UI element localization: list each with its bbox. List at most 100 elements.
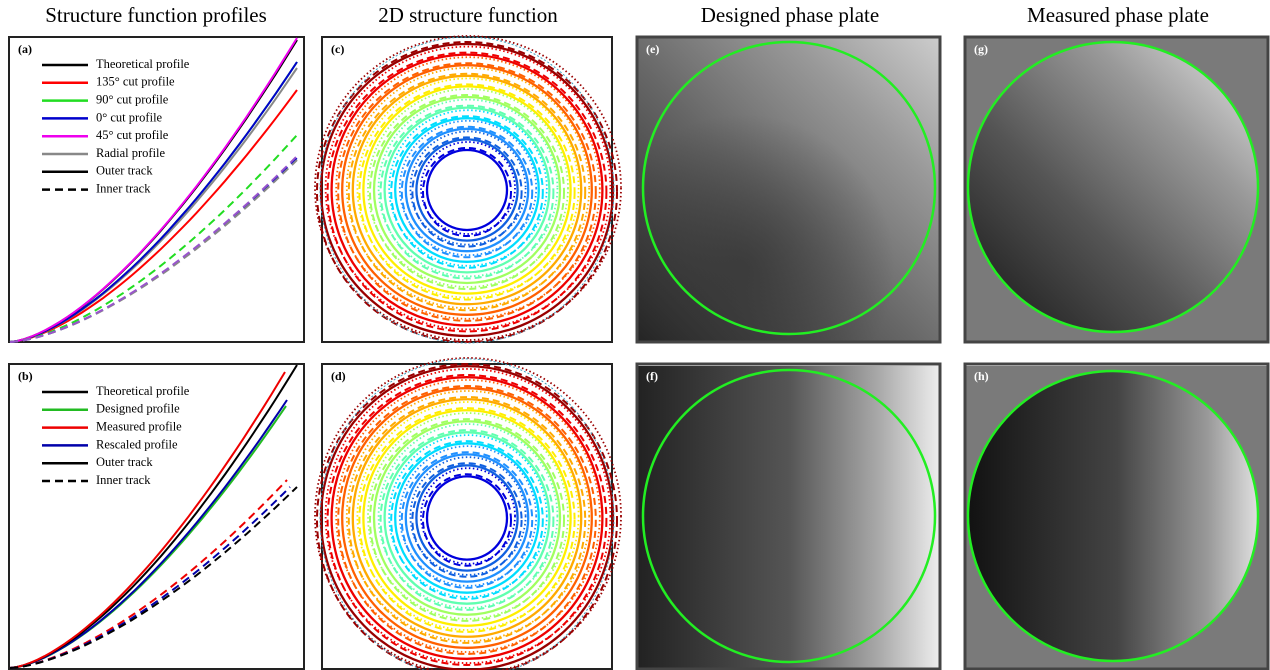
panel-frame [963, 362, 1270, 670]
aperture-circle [966, 369, 1260, 663]
legend-label: Inner track [96, 181, 151, 195]
legend-label: Outer track [96, 455, 153, 469]
legend-label: Theoretical profile [96, 384, 190, 398]
contour-ring [400, 451, 534, 589]
contour-ring [324, 45, 612, 331]
contour-ring [377, 98, 559, 278]
contour-edge [319, 358, 615, 670]
phase-image [638, 366, 940, 668]
contour-ring [330, 376, 604, 660]
contour-ring [425, 475, 509, 561]
contour-ring [326, 51, 608, 333]
panel-label: (h) [974, 369, 989, 383]
legend-label: Radial profile [96, 146, 166, 160]
profile-curve [9, 159, 298, 343]
contour-ring [409, 456, 527, 576]
contour-ring [356, 77, 580, 299]
contour-ring [367, 412, 569, 620]
aperture-circle [966, 40, 1260, 334]
contour-ring [383, 106, 551, 274]
legend-label: Theoretical profile [96, 57, 190, 71]
contour-ring [383, 431, 551, 605]
phase-image [968, 42, 1258, 332]
legend-label: Inner track [96, 473, 151, 487]
contour-ring [420, 141, 516, 235]
contour-ring [400, 125, 534, 259]
contour-ring [335, 379, 601, 653]
contour-ring [326, 374, 608, 666]
contour-ring [388, 109, 548, 267]
contour-ring [409, 130, 527, 246]
contour-ring [337, 62, 597, 322]
contour-ring [316, 363, 618, 670]
panel-label: (g) [974, 42, 988, 56]
panel-label: (f) [646, 369, 658, 383]
column-title: Measured phase plate [1027, 3, 1209, 27]
profile-curve [9, 89, 298, 343]
panel-frame [963, 35, 1270, 344]
phase-image [968, 371, 1258, 661]
contour-ring [390, 440, 544, 600]
contour-ring [358, 407, 576, 633]
panel-label: (d) [331, 369, 346, 383]
column-title: Structure function profiles [45, 3, 267, 27]
contour-ring [411, 462, 523, 578]
aperture-circle [641, 40, 937, 336]
contour-ring [319, 42, 615, 338]
contour-ring [347, 72, 587, 312]
contour-ring [377, 423, 559, 609]
contour-ring [316, 41, 618, 343]
contour-ring [367, 88, 569, 288]
panel-label: (e) [646, 42, 659, 56]
contour-ring [404, 127, 530, 253]
contour-ring [369, 418, 565, 622]
contour-ring [319, 365, 615, 670]
contour-ring [314, 35, 622, 341]
contour-edge [319, 36, 615, 344]
contour-ring [345, 66, 591, 310]
profile-curve [9, 134, 298, 343]
column-title: 2D structure function [378, 3, 558, 27]
legend-label: 135° cut profile [96, 75, 175, 89]
contour-ring [341, 387, 593, 649]
contour-ring [394, 117, 540, 263]
contour-ring [345, 390, 591, 642]
contour-ring [330, 53, 604, 327]
contour-ring [398, 445, 538, 587]
contour-ring [398, 119, 538, 257]
profile-curve [9, 155, 298, 343]
contour-ring [358, 83, 576, 301]
contour-ring [379, 429, 555, 611]
contour-ring [415, 138, 519, 242]
contour-ring [420, 467, 516, 565]
contour-ring [356, 401, 580, 631]
contour-ring [425, 148, 509, 232]
panel-label: (b) [18, 369, 33, 383]
contour-ring [411, 136, 523, 248]
legend-label: Measured profile [96, 419, 182, 433]
contour-ring [369, 94, 565, 290]
contour-ring [422, 473, 512, 567]
column-titles: Structure function profiles 2D structure… [45, 3, 1209, 27]
profile-curve [9, 37, 298, 343]
contour-ring [347, 396, 587, 644]
legend-label: Outer track [96, 164, 153, 178]
contour-ring [404, 453, 530, 583]
profile-curve [9, 157, 298, 343]
contour-ring [341, 64, 593, 316]
legend-label: 0° cut profile [96, 110, 163, 124]
contour-ring [337, 385, 597, 655]
legend-label: Rescaled profile [96, 437, 178, 451]
contour-ring [314, 357, 622, 670]
column-title: Designed phase plate [701, 3, 879, 27]
contour-ring [422, 147, 512, 237]
panel-frame [635, 362, 942, 670]
legend-label: Designed profile [96, 402, 180, 416]
legend-label: 90° cut profile [96, 92, 169, 106]
contour-ring [394, 442, 540, 594]
contour-ring [388, 434, 548, 598]
panel-frame [8, 36, 305, 343]
profile-curve [9, 371, 286, 669]
profile-curve [9, 61, 298, 343]
